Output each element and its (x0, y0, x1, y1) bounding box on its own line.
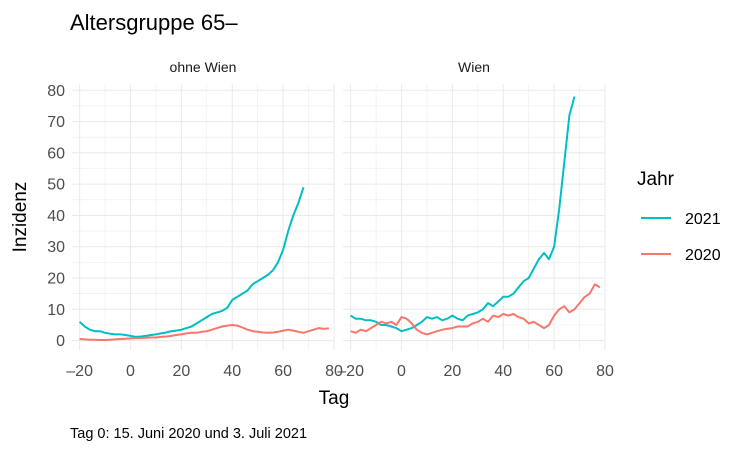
x-tick-label: –20 (66, 363, 93, 380)
chart-title: Altersgruppe 65– (70, 10, 238, 35)
panel-wien: Wien –20 0 20 40 60 80 (337, 59, 614, 380)
x-tick-label: 60 (545, 363, 563, 380)
x-tick-label: 60 (274, 363, 292, 380)
x-tick-label: 40 (494, 363, 512, 380)
series-line-2020 (350, 283, 601, 336)
x-tick-label: 0 (397, 363, 406, 380)
x-tick-label: 0 (126, 363, 135, 380)
y-tick-label: 70 (47, 114, 65, 131)
series-line-2021 (350, 96, 576, 333)
y-tick-label: 30 (47, 239, 65, 256)
legend-label: 2021 (685, 211, 721, 228)
y-tick-label: 10 (47, 302, 65, 319)
legend: Jahr 2021 2020 (637, 169, 721, 264)
caption: Tag 0: 15. Juni 2020 und 3. Juli 2021 (70, 426, 307, 442)
x-tick-label: 80 (325, 363, 343, 380)
x-axis-title: Tag (319, 388, 350, 409)
y-tick-label: 40 (47, 208, 65, 225)
facet-strip-label: ohne Wien (170, 59, 237, 75)
legend-label: 2020 (685, 247, 721, 264)
y-tick-label: 60 (47, 145, 65, 162)
series-line-2021 (78, 186, 305, 338)
x-tick-label: 20 (443, 363, 461, 380)
y-tick-label: 20 (47, 271, 65, 288)
y-tick-label: 0 (56, 333, 65, 350)
x-tick-label: –20 (337, 363, 364, 380)
x-tick-label: 80 (596, 363, 614, 380)
series-line-2020 (79, 324, 329, 341)
y-axis-title: Inzidenz (10, 182, 31, 253)
x-tick-label: 20 (172, 363, 190, 380)
facet-panels: ohne Wien–20 0 20 40 60 8001020304050607080Wi… (47, 59, 614, 380)
legend-title: Jahr (637, 169, 675, 190)
facet-strip-label: Wien (458, 59, 490, 75)
y-tick-label: 50 (47, 177, 65, 194)
y-tick-label: 80 (47, 83, 65, 100)
x-tick-label: 40 (223, 363, 241, 380)
